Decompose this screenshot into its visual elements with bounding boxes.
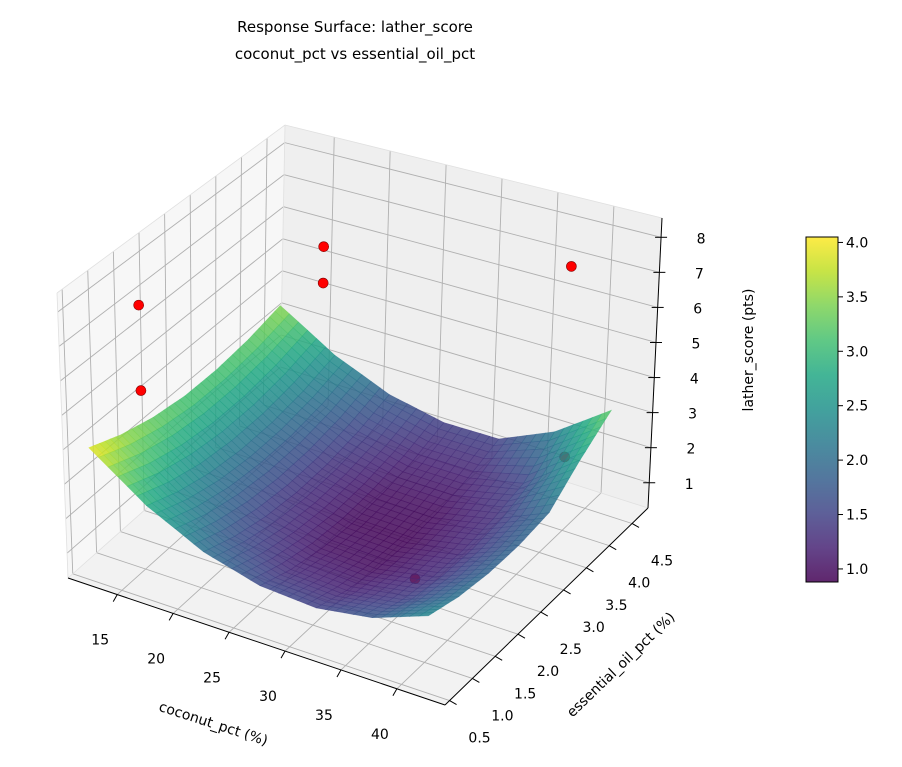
- pane-edge: [56, 292, 69, 579]
- grid-line-x: [545, 192, 559, 476]
- grid-line-z: [61, 238, 284, 416]
- pane-edge: [56, 124, 286, 294]
- z-tick-label: 8: [697, 231, 706, 247]
- grid-line-z: [281, 302, 653, 414]
- colorbar-gradient: [805, 236, 839, 583]
- colorbar-tick-label: 1.0: [846, 562, 868, 578]
- y-tick-label: 1.0: [491, 708, 513, 724]
- colorbar-tick-label: 4.0: [846, 235, 868, 251]
- colorbar-tick-label: 2.5: [846, 399, 868, 415]
- y-axis-line: [444, 507, 649, 706]
- x-tick-label: 15: [91, 633, 109, 649]
- colorbar-tick-label: 3.0: [846, 344, 868, 360]
- data-point: [566, 261, 577, 272]
- colorbar-tick-label: 2.0: [846, 453, 868, 469]
- x-tick: [392, 688, 398, 697]
- x-axis-label: coconut_pct (%): [157, 699, 270, 749]
- z-tick-label: 3: [688, 407, 697, 423]
- y-tick: [608, 545, 617, 551]
- colorbar-tick-label: 1.5: [846, 508, 868, 524]
- y-tick: [563, 589, 571, 595]
- z-axis-label: lather_score (pts): [741, 289, 757, 412]
- visible-points: [133, 241, 577, 396]
- x-tick: [168, 613, 174, 621]
- x-tick: [336, 669, 342, 678]
- x-tick: [280, 650, 286, 659]
- grid-line-z: [282, 270, 655, 378]
- y-tick-label: 0.5: [468, 731, 490, 747]
- y-tick-label: 1.5: [514, 686, 536, 702]
- grid-line-x: [382, 150, 391, 423]
- grid-line-x: [396, 492, 602, 690]
- x-tick: [224, 632, 230, 640]
- data-point: [317, 277, 329, 289]
- surface: [88, 305, 613, 619]
- y-tick-label: 3.5: [605, 598, 627, 614]
- y-tick: [472, 678, 480, 683]
- y-tick-label: 2.0: [537, 664, 559, 680]
- pane-edge: [284, 124, 663, 219]
- x-axis-line: [67, 577, 446, 706]
- grid-line-y: [112, 251, 121, 532]
- z-tick-label: 2: [686, 442, 695, 458]
- grid-line-x: [491, 178, 503, 458]
- x-tick: [112, 594, 118, 602]
- z-tick-label: 6: [693, 301, 702, 317]
- chart-title: Response Surface: lather_score: [237, 18, 473, 37]
- data-point: [135, 385, 147, 396]
- data-point: [133, 299, 145, 311]
- y-tick: [540, 611, 549, 617]
- colorbar: 1.0 1.5 2.0 2.5 3.0 3.5 4.0: [805, 235, 868, 583]
- surface-patch: [417, 612, 435, 617]
- colorbar-tick-label: 3.5: [846, 290, 868, 306]
- z-tick-label: 5: [692, 336, 701, 352]
- grid-line-y: [61, 289, 74, 574]
- grid-line-x: [436, 164, 447, 441]
- grid-line-z: [282, 238, 657, 343]
- x-tick-label: 40: [371, 727, 389, 743]
- grid-line-y: [96, 552, 473, 679]
- z-tick-label: 7: [695, 266, 704, 282]
- grid-line-z: [62, 270, 283, 451]
- y-tick-label: 4.0: [628, 576, 650, 592]
- z-tick-label: 4: [690, 372, 699, 388]
- y-axis-label: essential_oil_pct (%): [564, 609, 678, 720]
- y-tick: [494, 655, 503, 661]
- grid-line-z: [57, 142, 285, 313]
- y-tick: [449, 700, 457, 706]
- z-axis-line: [647, 217, 663, 509]
- grid-line-z: [284, 142, 662, 238]
- y-tick-label: 4.5: [651, 553, 673, 569]
- chart-subtitle: coconut_pct vs essential_oil_pct: [235, 45, 475, 64]
- x-tick-label: 25: [203, 670, 221, 686]
- x-tick-label: 20: [147, 651, 165, 667]
- grid-line-y: [87, 270, 98, 553]
- x-tick-label: 30: [259, 689, 277, 705]
- grid-line-z: [283, 174, 660, 273]
- y-tick-label: 2.5: [560, 642, 582, 658]
- grid-line-z: [283, 206, 658, 308]
- y-tick-label: 3.0: [582, 620, 604, 636]
- y-tick: [631, 523, 640, 528]
- data-point: [318, 241, 330, 252]
- x-tick-label: 35: [315, 708, 333, 724]
- grid-line-z: [58, 174, 285, 347]
- y-tick: [517, 633, 526, 639]
- y-tick: [586, 567, 594, 573]
- grid-line-y: [72, 573, 450, 701]
- z-tick-label: 1: [685, 477, 694, 493]
- grid-line-x: [600, 206, 615, 493]
- grid-line-z: [60, 206, 284, 382]
